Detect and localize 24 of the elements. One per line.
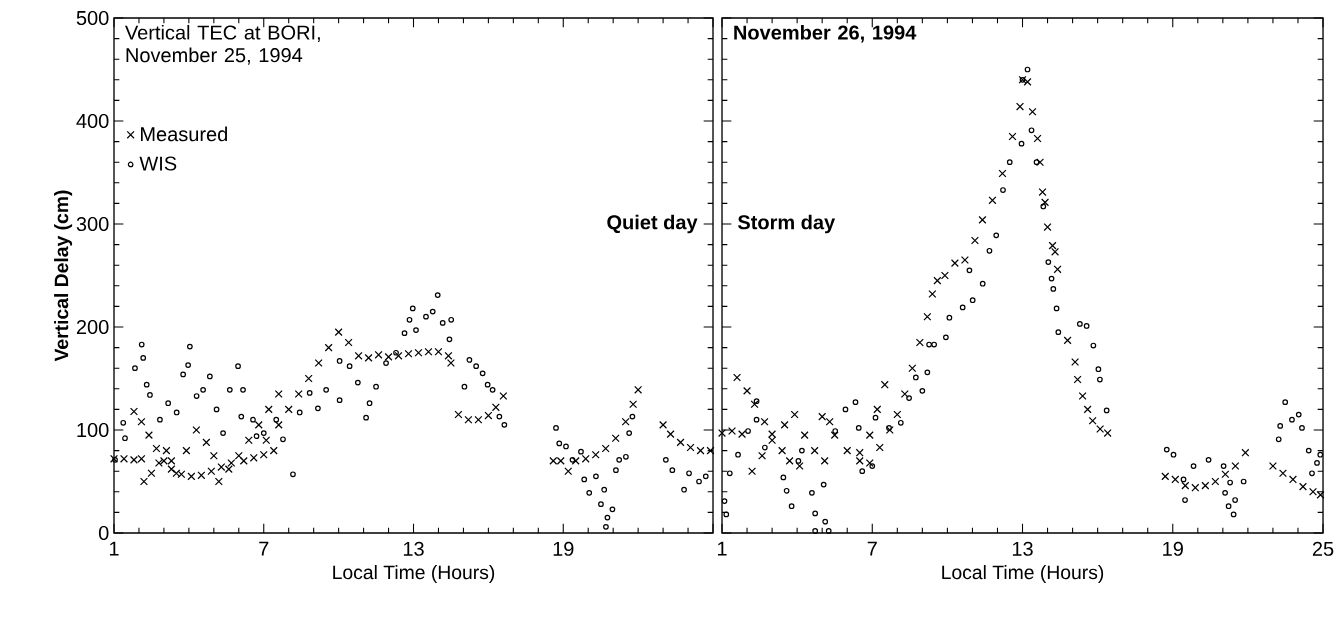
y-tick-label: 0	[98, 525, 109, 541]
x-tick-label: 7	[867, 541, 877, 556]
annotation: Storm day	[737, 214, 836, 234]
x-axis-title: Local Time (Hours)	[942, 565, 1104, 584]
x-tick-label: 25	[1312, 541, 1334, 556]
x-tick-label: 1	[717, 541, 727, 556]
annotation: Quiet day	[607, 214, 698, 234]
y-tick-label: 100	[77, 422, 109, 438]
x-axis-title: Local Time (Hours)	[333, 565, 495, 584]
y-tick-label: 200	[76, 319, 109, 335]
y-tick-label: 500	[76, 10, 109, 26]
y-axis-title: Vertical Delay (cm)	[54, 190, 73, 362]
x-tick-label: 13	[1012, 541, 1033, 556]
y-tick-label: 400	[76, 113, 109, 129]
x-tick-label: 7	[259, 541, 269, 556]
chart-title: November 26, 1994	[734, 24, 917, 43]
y-tick-label: 300	[76, 216, 109, 232]
legend-label: Measured	[141, 126, 227, 142]
text: Vertical TEC at BORI, November 25, 1994	[125, 24, 320, 65]
x-tick-label: 19	[553, 541, 574, 556]
x-tick-label: 13	[403, 541, 424, 556]
x-tick-label: 19	[1163, 541, 1183, 556]
legend-label: WIS	[139, 156, 177, 171]
x-tick-label: 1	[109, 541, 119, 556]
